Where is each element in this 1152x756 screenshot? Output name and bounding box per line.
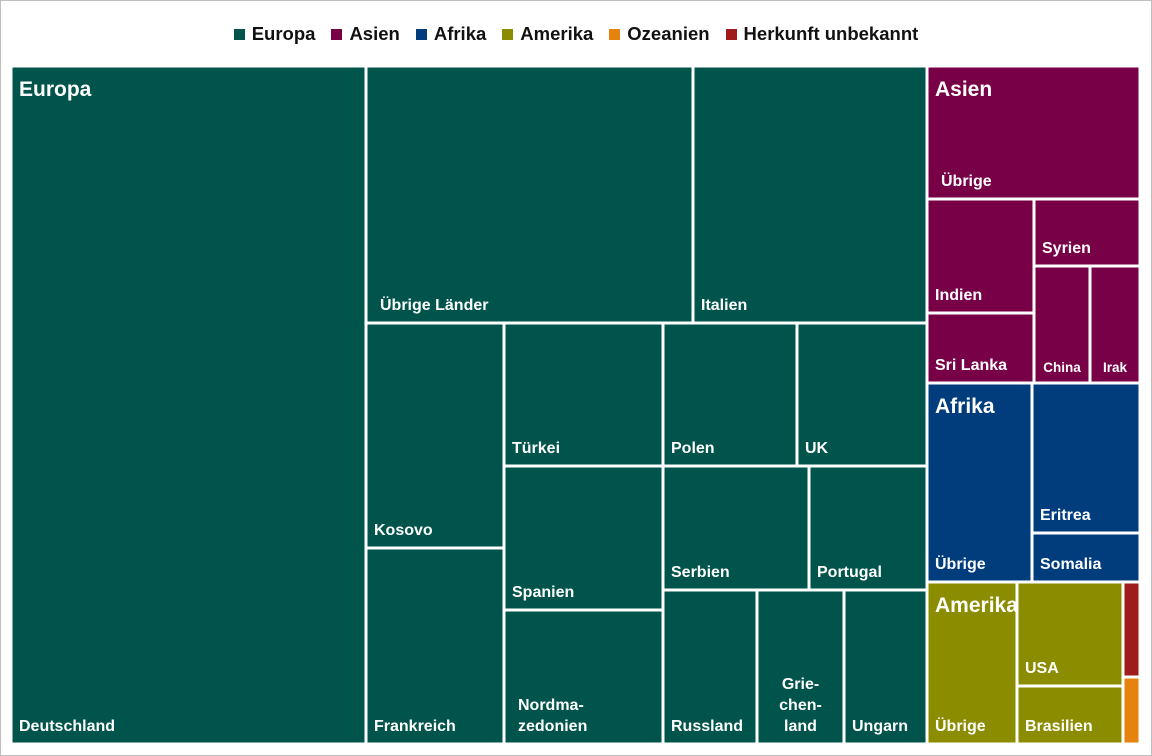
- legend-label-europa: Europa: [251, 23, 316, 44]
- legend-swatch-amerika: [502, 28, 514, 40]
- group-label-asien: Asien: [935, 78, 992, 101]
- legend-item-amerika: Amerika: [502, 23, 593, 45]
- legend-label-amerika: Amerika: [520, 23, 594, 44]
- group-afrika: Übrige Eritrea Somalia Afrika: [925, 381, 1142, 584]
- legend-label-herkunft-unbekannt: Herkunft unbekannt: [743, 23, 919, 44]
- cell-europa-polen: [661, 321, 799, 468]
- legend-item-asien: Asien: [331, 23, 400, 45]
- chart-legend: Europa Asien Afrika Amerika Ozeanien Her…: [0, 20, 1152, 48]
- label-asien-indien: Indien: [935, 287, 982, 304]
- cell-amerika-uebrige: [925, 580, 1019, 746]
- group-label-amerika: Amerika: [935, 594, 1018, 617]
- group-herkunft-unbekannt: [1121, 580, 1142, 679]
- label-europa-polen: Polen: [671, 440, 715, 457]
- label-europa-kosovo: Kosovo: [374, 522, 433, 539]
- label-afrika-uebrige: Übrige: [935, 554, 986, 573]
- group-label-europa: Europa: [19, 78, 92, 101]
- label-europa-uebrige-laender: Übrige Länder: [380, 295, 488, 314]
- legend-item-afrika: Afrika: [415, 23, 487, 45]
- label-asien-syrien: Syrien: [1042, 240, 1091, 257]
- legend-swatch-herkunft-unbekannt: [725, 28, 737, 40]
- label-europa-ungarn: Ungarn: [852, 718, 908, 735]
- group-ozeanien: [1121, 675, 1142, 746]
- cell-afrika-uebrige: [925, 381, 1034, 584]
- cell-europa-griechenland: [755, 588, 846, 746]
- legend-item-ozeanien: Ozeanien: [609, 23, 710, 45]
- cell-asien-china: [1032, 264, 1092, 385]
- cell-europa-uk: [795, 321, 929, 468]
- legend-label-ozeanien: Ozeanien: [627, 23, 710, 44]
- cell-europa-italien: [691, 64, 929, 325]
- legend-item-europa: Europa: [233, 23, 316, 45]
- label-europa-griechenland: Grie-chen-land: [779, 676, 822, 735]
- cell-europa-frankreich: [364, 546, 506, 746]
- cell-europa-nordmazedonien: [502, 608, 665, 746]
- group-europa: Deutschland Übrige Länder Italien Kosovo Fra…: [9, 64, 929, 746]
- legend-swatch-europa: [233, 28, 245, 40]
- legend-swatch-afrika: [415, 28, 427, 40]
- label-europa-uk: UK: [805, 440, 829, 457]
- group-asien: Übrige Indien Sri Lanka Syrien China Irak Asie…: [925, 64, 1142, 385]
- cell-europa-deutschland: [9, 64, 368, 746]
- cell-afrika-eritrea: [1030, 381, 1142, 535]
- cell-herkunft-unbekannt-0: [1121, 580, 1142, 679]
- legend-label-asien: Asien: [349, 23, 400, 44]
- legend-swatch-asien: [331, 28, 343, 40]
- label-afrika-somalia: Somalia: [1040, 556, 1101, 573]
- cell-ozeanien-0: [1121, 675, 1142, 746]
- group-amerika: Übrige USA Brasilien Amerika: [925, 580, 1125, 746]
- cell-amerika-usa: [1015, 580, 1125, 688]
- cell-asien-sri-lanka: [925, 311, 1036, 385]
- cell-europa-kosovo: [364, 321, 506, 550]
- legend-swatch-ozeanien: [609, 28, 621, 40]
- label-asien-irak: Irak: [1103, 360, 1128, 375]
- legend-label-afrika: Afrika: [433, 23, 487, 44]
- label-europa-spanien: Spanien: [512, 584, 574, 601]
- cell-europa-uebrige-laender: [364, 64, 695, 325]
- label-europa-nordmazedonien: Nordma-zedonien: [518, 697, 587, 735]
- cell-afrika-somalia: [1030, 531, 1142, 584]
- cell-europa-ungarn: [842, 588, 929, 746]
- group-label-afrika: Afrika: [935, 395, 995, 418]
- cell-asien-indien: [925, 197, 1036, 315]
- label-europa-frankreich: Frankreich: [374, 718, 456, 735]
- label-europa-russland: Russland: [671, 718, 743, 735]
- cell-amerika-brasilien: [1015, 684, 1125, 746]
- label-asien-china: China: [1043, 360, 1081, 375]
- label-europa-deutschland: Deutschland: [19, 718, 115, 735]
- label-afrika-eritrea: Eritrea: [1040, 507, 1091, 524]
- label-amerika-usa: USA: [1025, 660, 1059, 677]
- cell-europa-serbien: [661, 464, 811, 592]
- label-asien-sri-lanka: Sri Lanka: [935, 357, 1007, 374]
- label-europa-italien: Italien: [701, 297, 747, 314]
- label-europa-serbien: Serbien: [671, 564, 730, 581]
- label-europa-portugal: Portugal: [817, 564, 882, 581]
- label-amerika-uebrige: Übrige: [935, 716, 986, 735]
- label-amerika-brasilien: Brasilien: [1025, 718, 1093, 735]
- label-europa-tuerkei: Türkei: [512, 440, 560, 457]
- cell-asien-irak: [1088, 264, 1142, 385]
- label-asien-uebrige: Übrige: [941, 171, 992, 190]
- legend-item-herkunft-unbekannt: Herkunft unbekannt: [725, 23, 919, 45]
